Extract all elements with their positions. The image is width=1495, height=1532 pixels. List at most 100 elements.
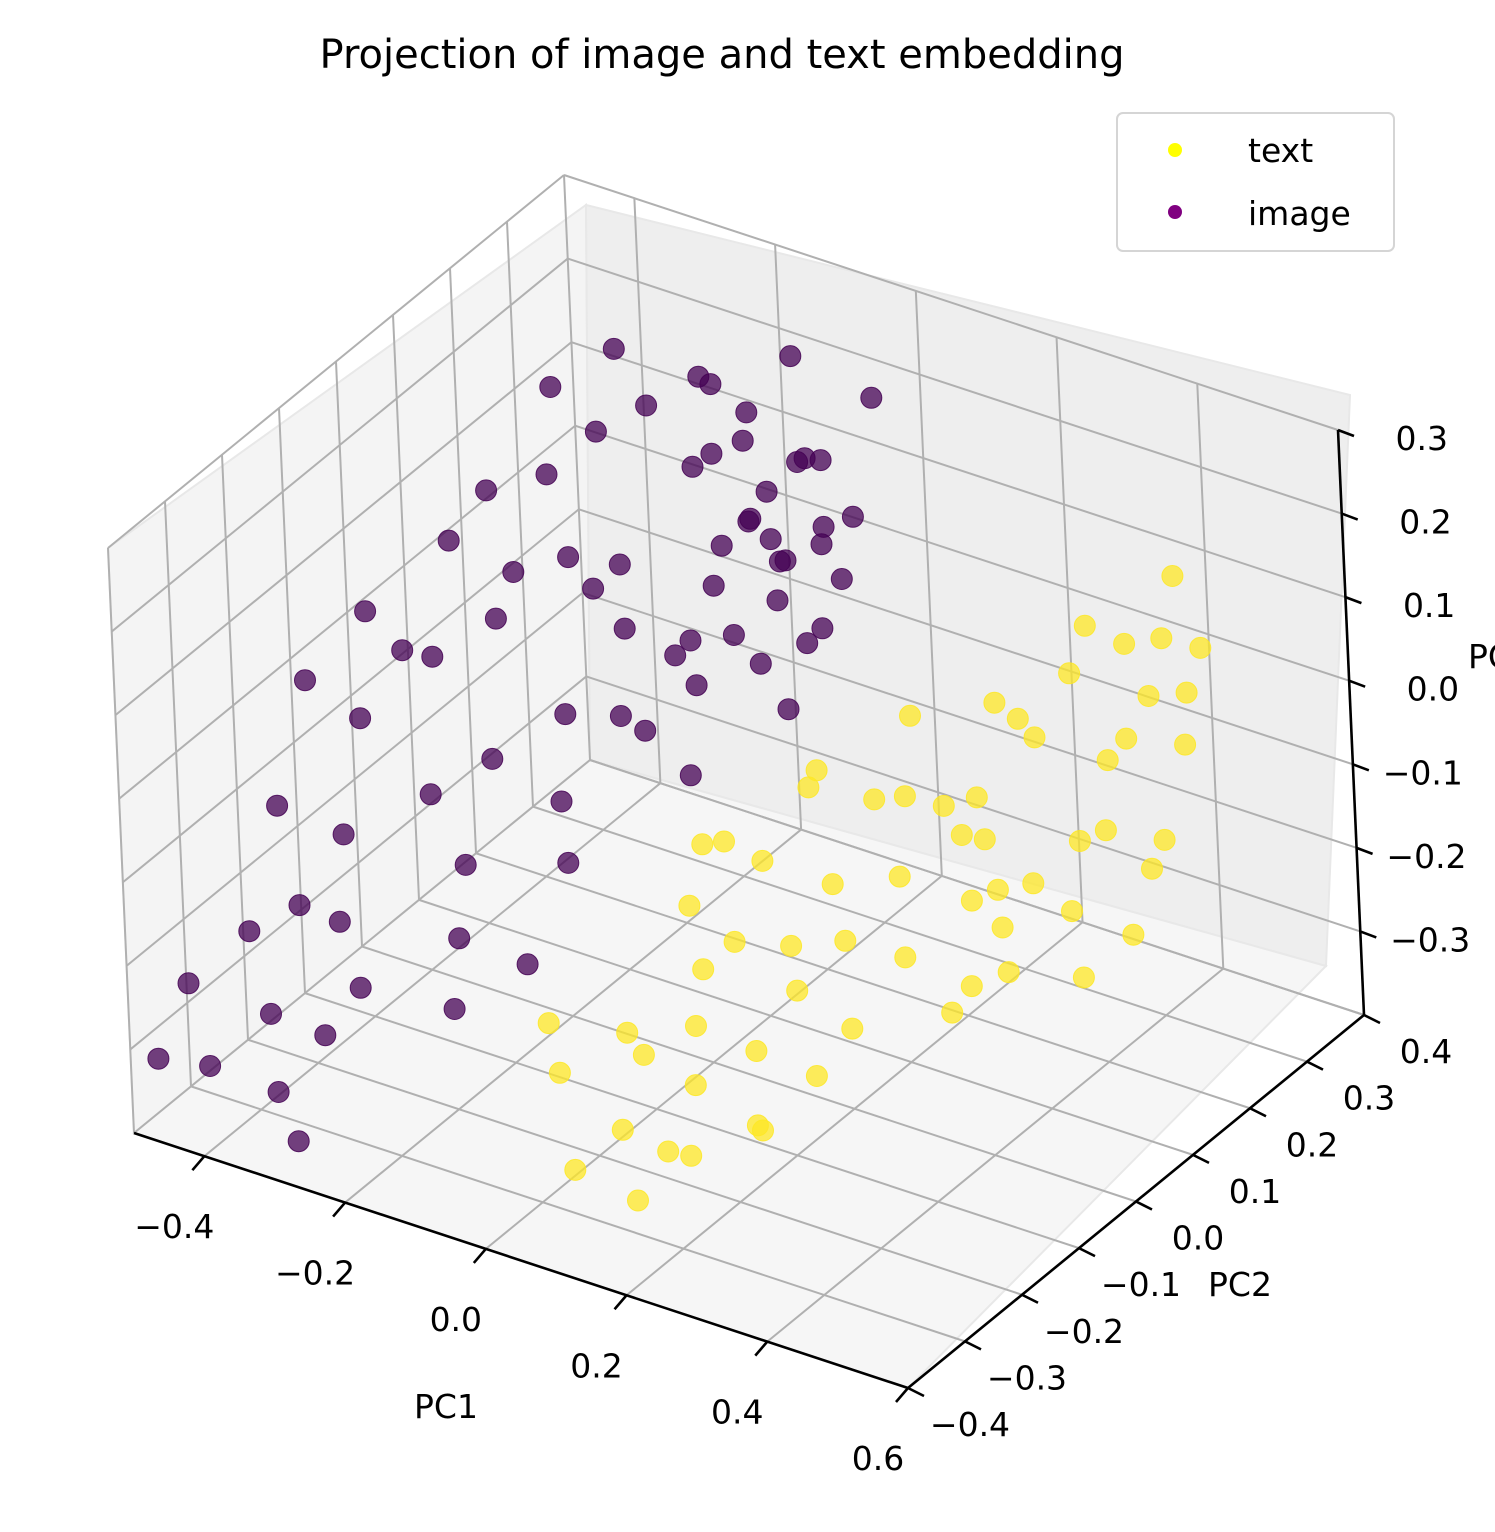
y-grid-left: [335, 361, 363, 947]
z-tick-label: −0.1: [1383, 753, 1463, 792]
point-text: [1096, 749, 1119, 772]
x-tick-label: −0.2: [275, 1254, 355, 1293]
y-tick-label: −0.1: [1101, 1265, 1181, 1304]
point-image: [613, 617, 636, 640]
point-image: [288, 894, 311, 917]
point-text: [564, 1158, 587, 1181]
point-text: [1072, 966, 1095, 989]
point-image: [779, 345, 802, 368]
legend-label-image: image: [1248, 194, 1351, 233]
y-tick-label: 0.0: [1172, 1219, 1224, 1258]
z-grid-back: [582, 591, 1357, 849]
point-text: [786, 979, 809, 1002]
point-text: [713, 830, 735, 853]
point-text: [960, 975, 983, 998]
point-image: [702, 574, 725, 597]
z-grid-left: [129, 675, 587, 1051]
z-grid-left: [125, 592, 584, 967]
x-axis-line: [133, 1131, 909, 1390]
z-grid-back: [567, 257, 1343, 515]
z-tick-label: −0.2: [1386, 837, 1466, 876]
point-text: [888, 865, 911, 888]
point-image: [314, 1024, 337, 1047]
point-image: [841, 505, 864, 528]
y-grid-floor: [190, 1085, 966, 1343]
z-tick-label: 0.0: [1407, 670, 1459, 709]
point-image: [609, 705, 632, 727]
point-text: [1113, 632, 1136, 655]
z-tick: [1356, 846, 1374, 856]
point-text: [691, 833, 714, 856]
z-tick-label: 0.3: [1396, 419, 1448, 458]
point-image: [421, 645, 444, 668]
legend-marker-text: [1168, 143, 1182, 157]
y-grid-left: [392, 314, 420, 900]
x-tick: [754, 1340, 769, 1357]
point-text: [684, 1074, 707, 1097]
y-tick: [1078, 1246, 1096, 1258]
z-grid-left: [114, 341, 573, 716]
y-tick-label: −0.2: [1044, 1312, 1124, 1351]
z-tick: [1352, 763, 1370, 772]
point-image: [722, 624, 745, 646]
y-grid-floor: [418, 898, 1194, 1156]
tick-labels: −0.4−0.20.00.20.40.6−0.4−0.3−0.2−0.10.00…: [134, 419, 1470, 1478]
x-grid-back: [774, 244, 803, 830]
y-tick-label: 0.4: [1400, 1032, 1452, 1071]
point-text: [751, 849, 774, 872]
y-tick: [907, 1386, 925, 1398]
y-grid-left: [563, 174, 591, 761]
y-tick: [1306, 1060, 1324, 1071]
point-image: [584, 420, 607, 443]
y-tick-label: 0.2: [1286, 1125, 1338, 1164]
point-image: [349, 976, 372, 999]
point-text: [960, 889, 983, 912]
y-grid-floor: [361, 945, 1137, 1203]
z-tick: [1359, 930, 1377, 939]
y-grid-left: [449, 268, 477, 854]
x-tick-label: 0.6: [852, 1439, 904, 1478]
y-tick-label: −0.3: [987, 1358, 1067, 1397]
point-image: [448, 927, 471, 950]
y-tick-label: 0.3: [1343, 1079, 1395, 1118]
y-tick: [964, 1340, 982, 1351]
point-text: [899, 704, 921, 727]
x-tick: [332, 1201, 347, 1218]
point-image: [796, 632, 819, 655]
point-image: [516, 953, 539, 976]
point-text: [1150, 627, 1173, 650]
z-grid-left: [118, 424, 576, 800]
point-text: [991, 916, 1014, 939]
y-tick: [1021, 1293, 1039, 1304]
point-image: [664, 644, 687, 667]
x-tick-label: 0.0: [430, 1300, 482, 1339]
point-text: [1023, 726, 1046, 749]
z-tick: [1337, 428, 1355, 438]
point-text: [1094, 819, 1117, 842]
z-tick: [1341, 512, 1359, 521]
y-grid-floor: [532, 805, 1308, 1063]
point-image: [602, 337, 625, 360]
point-image: [582, 577, 605, 600]
point-image: [755, 480, 778, 503]
point-image: [238, 920, 261, 943]
point-text: [680, 1144, 703, 1167]
y-grid-floor: [304, 992, 1080, 1250]
z-tick-label: 0.2: [1399, 503, 1451, 542]
x-tick-label: −0.4: [134, 1207, 214, 1246]
z-grid-left: [107, 174, 565, 549]
x-tick-label: 0.2: [570, 1346, 622, 1385]
point-text: [537, 1012, 560, 1035]
z-grid-left: [111, 257, 569, 633]
point-image: [774, 549, 797, 572]
x-grid-back: [1196, 383, 1225, 969]
point-text: [1068, 830, 1091, 852]
point-text: [1153, 828, 1176, 851]
z-grid-back: [574, 424, 1350, 682]
point-image: [481, 747, 504, 770]
point-image: [535, 463, 558, 486]
point-text: [745, 1040, 768, 1062]
point-image: [349, 707, 372, 730]
x-tick: [472, 1248, 487, 1264]
point-text: [1161, 565, 1184, 587]
